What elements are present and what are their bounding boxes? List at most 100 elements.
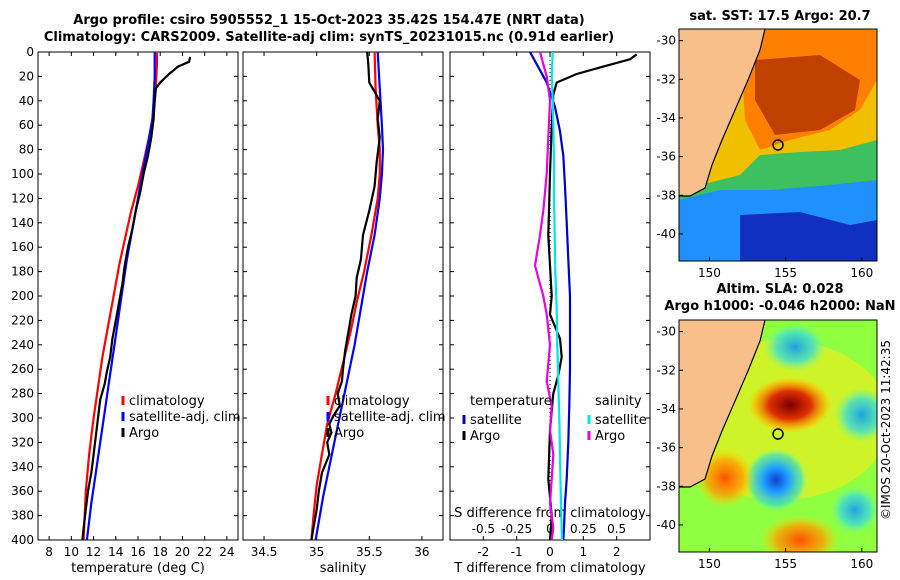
y-tick-label: 240 <box>11 338 34 352</box>
sla-warm-patch-south <box>760 515 840 552</box>
sla-coastline <box>679 320 766 488</box>
map-x-tick-label: 160 <box>850 266 873 280</box>
sst-eddy <box>755 55 860 135</box>
y-tick-label: 340 <box>11 460 34 474</box>
map-y-tick-label: -30 <box>656 325 676 339</box>
y-tick-label: 260 <box>11 362 34 376</box>
salinity-series-argo <box>310 51 381 541</box>
x-tick-label: 10 <box>64 545 79 559</box>
x-tick-label: 34.5 <box>251 545 278 559</box>
x-tick-label: 12 <box>86 545 101 559</box>
y-tick-label: 160 <box>11 240 34 254</box>
y-tick-label: 220 <box>11 313 34 327</box>
sla-warm-eddy <box>748 377 832 433</box>
difference-plot: -2 -1 0 1 2 T difference from climatology S di… <box>449 51 651 576</box>
legend-label: satellite <box>470 413 522 428</box>
legend-label: satellite <box>595 413 647 428</box>
y-tick-label: 400 <box>11 533 34 547</box>
x-tick-label: 22 <box>197 545 212 559</box>
y-tick-label: 100 <box>11 167 34 181</box>
sst-map-frame <box>678 28 878 262</box>
map-y-tick-label: -38 <box>656 479 676 493</box>
top-x-tick-label: 0.5 <box>607 522 626 536</box>
sla-cool-patch-east <box>830 485 877 535</box>
x-tick-label: 18 <box>153 545 168 559</box>
map-y-tick-label: -34 <box>656 111 676 125</box>
x-tick-label: 35.5 <box>356 545 383 559</box>
y-tick-label: 60 <box>19 118 34 132</box>
title-line-1: Argo profile: csiro 5905552_1 15-Oct-202… <box>73 13 585 28</box>
legend-label: satellite-adj. clim <box>334 410 446 425</box>
top-xlabel: S difference from climatology <box>454 506 646 521</box>
sla-map <box>679 320 877 552</box>
legend-label: Argo <box>334 426 364 441</box>
map-x-tick-label: 155 <box>774 557 797 571</box>
x-tick-label: 24 <box>219 545 234 559</box>
y-tick-label: 320 <box>11 435 34 449</box>
map-y-tick-label: -30 <box>656 34 676 48</box>
y-tick-label: 140 <box>11 216 34 230</box>
sla-map-title-line-2: Argo h1000: -0.046 h2000: NaN <box>664 299 896 314</box>
temperature-axes-frame <box>37 51 239 541</box>
x-tick-label: 35 <box>309 545 324 559</box>
sla-map-frame <box>678 319 878 553</box>
top-x-tick-label: 0.25 <box>570 522 597 536</box>
map-x-tick-label: 150 <box>698 557 721 571</box>
sla-land <box>679 320 765 487</box>
salinity-axes-frame <box>242 51 444 541</box>
x-tick-label: 1 <box>580 545 588 559</box>
map-y-tick-label: -36 <box>656 150 676 164</box>
map-x-tick-label: 155 <box>774 266 797 280</box>
legend-label: climatology <box>129 394 205 409</box>
sst-cold-region <box>740 212 877 261</box>
x-tick-label: 2 <box>613 545 621 559</box>
salinity-plot: 34.5 35 35.5 36 salinity climatologysatellite… <box>242 51 446 576</box>
sst-coastline <box>679 29 766 197</box>
map-y-tick-label: -32 <box>656 363 676 377</box>
y-tick-label: 300 <box>11 411 34 425</box>
sst-map-axes: 150 155 160 -30 -32 -34 -36 -38 -40 <box>656 34 873 280</box>
salinity-xlabel: salinity <box>320 561 367 576</box>
legend-temperature-header: temperature <box>470 394 552 409</box>
y-tick-label: 40 <box>19 94 34 108</box>
sla-cool-eddy-north <box>763 322 827 372</box>
y-tick-label: 20 <box>19 69 34 83</box>
legend-label: Argo <box>129 426 159 441</box>
y-tick-label: 80 <box>19 143 34 157</box>
sst-map-title: sat. SST: 17.5 Argo: 20.7 <box>689 9 871 24</box>
temperature-plot: 0 20 40 60 80 100 120 140 160 180 200 220 240 260 280 3… <box>11 45 241 576</box>
y-tick-label: 360 <box>11 484 34 498</box>
x-tick-label: -1 <box>511 545 523 559</box>
sst-land <box>679 29 765 196</box>
legend-salinity-header: salinity <box>595 394 642 409</box>
y-tick-label: 280 <box>11 387 34 401</box>
map-y-tick-label: -40 <box>656 227 676 241</box>
map-y-tick-label: -34 <box>656 402 676 416</box>
legend-label: Argo <box>470 429 500 444</box>
y-tick-label: 0 <box>26 45 34 59</box>
map-x-tick-label: 150 <box>698 266 721 280</box>
y-tick-label: 380 <box>11 509 34 523</box>
map-y-tick-label: -38 <box>656 188 676 202</box>
legend-label: climatology <box>334 394 410 409</box>
legend-label: Argo <box>595 429 625 444</box>
temperature-series-argo <box>81 56 192 541</box>
top-x-tick-label: -0.5 <box>472 522 495 536</box>
difference-xlabel: T difference from climatology <box>453 561 646 576</box>
salinity-series-satellite-adj-clim <box>314 51 385 541</box>
temperature-xlabel: temperature (deg C) <box>71 561 205 576</box>
map-x-tick-label: 160 <box>850 557 873 571</box>
x-tick-label: 8 <box>45 545 53 559</box>
x-tick-label: 14 <box>108 545 123 559</box>
sla-map-title-line-1: Altim. SLA: 0.028 <box>716 282 844 297</box>
sla-cold-eddy <box>744 448 808 512</box>
legend-label: satellite-adj. clim <box>129 410 241 425</box>
x-tick-label: 0 <box>546 545 554 559</box>
y-tick-label: 200 <box>11 289 34 303</box>
x-tick-label: 20 <box>175 545 190 559</box>
sla-cool-eddy-east <box>834 387 877 443</box>
x-tick-label: 16 <box>130 545 145 559</box>
y-tick-label: 120 <box>11 191 34 205</box>
x-tick-label: 36 <box>414 545 429 559</box>
